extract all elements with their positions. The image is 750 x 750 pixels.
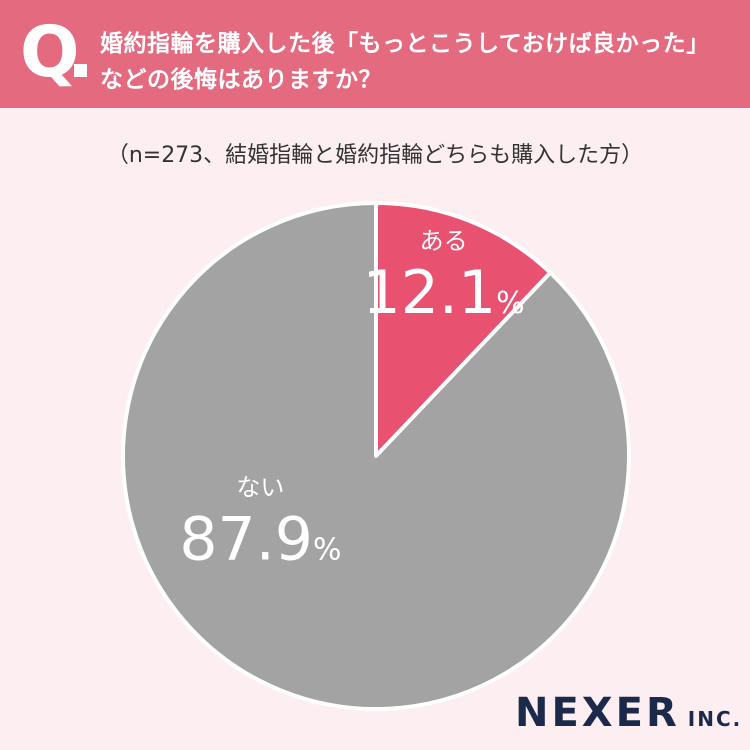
logo-main-text: NEXER (515, 690, 680, 736)
question-header: Q 婚約指輪を購入した後「もっとこうしておけば良かった」 などの後悔はありますか… (0, 0, 750, 108)
slice-value-label: 87.9% (179, 504, 341, 574)
slice-category-label: ある (420, 227, 468, 255)
question-line-2: などの後悔はありますか？ (100, 67, 382, 93)
company-logo: NEXER INC. (515, 690, 742, 736)
sample-note: （n=273、結婚指輪と婚約指輪どちらも購入した方） (106, 143, 644, 168)
question-line-1: 婚約指輪を購入した後「もっとこうしておけば良かった」 (100, 31, 710, 57)
slice-value-label: 12.1% (363, 258, 525, 328)
slice-category-label: ない (236, 473, 284, 501)
q-dot (74, 64, 87, 77)
logo-sub-text: INC. (687, 707, 743, 731)
pie-slice-2 (121, 201, 631, 711)
q-mark: Q (20, 11, 80, 93)
pie-slice-1 (374, 201, 553, 458)
